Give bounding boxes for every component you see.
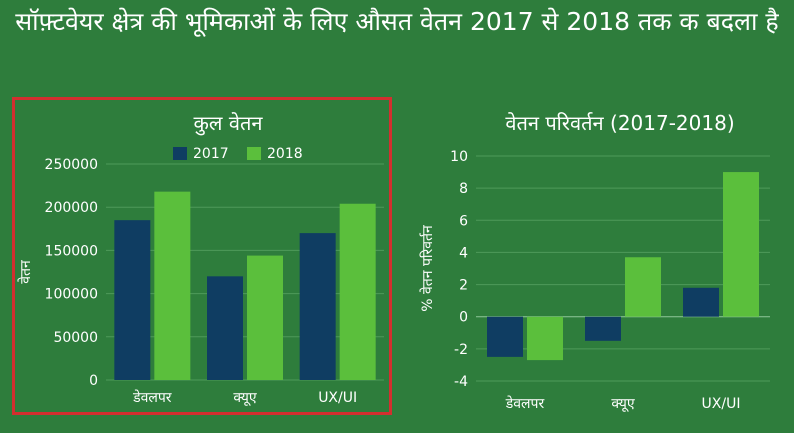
y-tick-label: 10 [450,149,468,165]
chart-title: वेतन परिवर्तन (2017-2018) [505,111,734,135]
legend-label: 2018 [267,146,303,162]
legend-label: 2017 [193,146,229,162]
bar-2017-2 [299,233,336,380]
y-tick-label: 8 [459,181,468,197]
x-tick-label: UX/UI [702,396,741,412]
bar-2017-0 [114,220,151,380]
bar-2017-2 [683,287,719,317]
x-tick-label: डेवलपर [505,395,545,412]
bar-2018-1 [625,257,661,317]
bar-2017-1 [207,276,243,380]
y-tick-label: 0 [459,310,468,326]
y-tick-label: 0 [89,373,98,389]
y-tick-label: 4 [459,245,468,261]
bar-2017-1 [585,316,621,341]
bar-2018-0 [527,316,563,361]
y-tick-label: -2 [454,342,468,358]
bar-2018-2 [339,203,376,380]
chart-title: कुल वेतन [194,111,264,136]
bar-2017-0 [487,316,523,357]
y-tick-label: 6 [459,213,468,229]
x-tick-label: क्यूए [233,390,257,406]
x-tick-label: UX/UI [318,390,357,406]
y-tick-label: 200000 [45,200,98,216]
legend-swatch [173,147,187,160]
y-tick-label: -4 [454,374,468,390]
y-tick-label: 50000 [53,330,98,346]
bar-2018-0 [154,191,191,380]
legend-swatch [247,147,261,160]
y-tick-label: 250000 [45,157,98,173]
bar-2018-1 [247,255,283,380]
x-tick-label: डेवलपर [132,389,172,406]
y-axis-label: % वेतन परिवर्तन [419,225,436,312]
highlight-frame [12,97,392,415]
chart-main-title: सॉफ़्टवेयर क्षेत्र की भूमिकाओं के लिए औस… [15,7,779,36]
y-axis-label: वेतन [17,260,34,284]
bar-2018-2 [723,172,759,317]
y-tick-label: 2 [459,278,468,294]
y-tick-label: 100000 [45,287,98,303]
x-tick-label: क्यूए [611,396,635,412]
y-tick-label: 150000 [45,243,98,259]
